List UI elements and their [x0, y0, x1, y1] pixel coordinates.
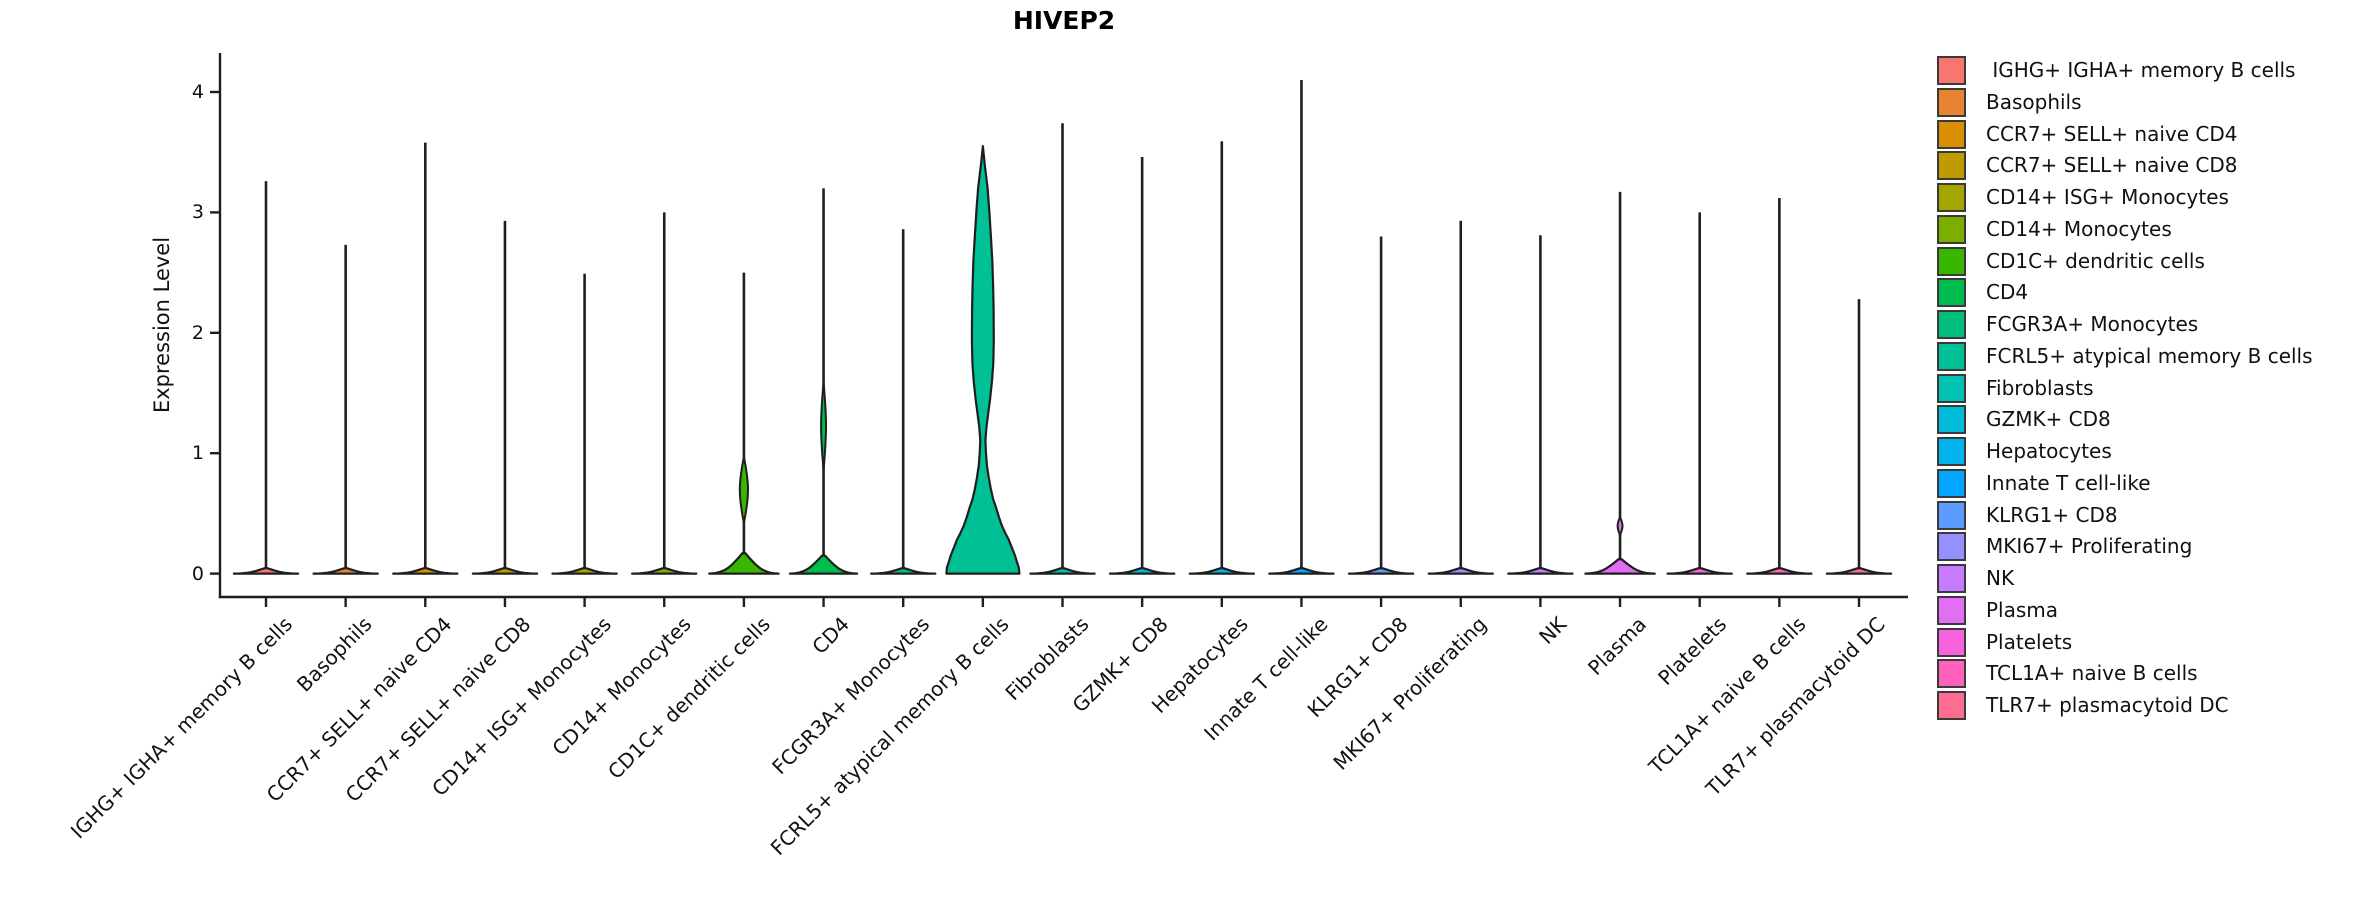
legend-swatch	[1937, 532, 1966, 562]
axes	[210, 53, 1908, 599]
legend-label: GZMK+ CD8	[1986, 407, 2111, 432]
violin-ccr7-sell-naive-cd8	[471, 220, 539, 607]
legend-swatch	[1937, 310, 1966, 339]
y-tick-label: 2	[191, 321, 204, 344]
legend-swatch	[1937, 691, 1966, 720]
legend-label: CCR7+ SELL+ naive CD4	[1986, 121, 2238, 146]
violin-density-bump	[1616, 514, 1624, 538]
violin-tcl1a-naive-b-cells	[1746, 197, 1813, 607]
violin-base	[631, 567, 698, 575]
legend-swatch	[1937, 437, 1966, 466]
violin-cd14-monocytes	[631, 212, 698, 607]
violin-base	[392, 567, 459, 575]
violin-base	[869, 567, 937, 575]
violin-base	[1746, 567, 1813, 575]
violin-cd14-isg-monocytes	[551, 273, 618, 607]
legend-swatch	[1937, 341, 1966, 371]
legend-label: IGHG+ IGHA+ memory B cells	[1986, 58, 2296, 82]
plot-title: HIVEP2	[1012, 6, 1116, 35]
violin-base	[788, 554, 859, 575]
legend-swatch	[1937, 151, 1966, 181]
violin-nk	[1507, 235, 1574, 607]
violin-mki67-proliferating	[1427, 220, 1494, 607]
y-tick-label: 0	[191, 562, 204, 585]
violin-cd4	[788, 188, 859, 607]
legend-swatch	[1937, 214, 1966, 244]
violin-density-bump	[738, 456, 749, 524]
violin-base	[1108, 567, 1176, 575]
legend-swatch	[1937, 183, 1966, 212]
legend-label: MKI67+ Proliferating	[1986, 534, 2193, 559]
legend-swatch	[1937, 659, 1966, 689]
legend-swatch	[1937, 595, 1966, 625]
legend-label: CD14+ Monocytes	[1986, 216, 2172, 241]
legend-swatch	[1937, 564, 1966, 593]
legend-label: KLRG1+ CD8	[1986, 502, 2118, 527]
violin-base	[232, 567, 300, 575]
violin-platelets	[1666, 212, 1733, 607]
legend-label: Plasma	[1986, 597, 2059, 622]
violin-ccr7-sell-naive-cd4	[392, 142, 459, 607]
y-tick-label: 1	[191, 442, 204, 465]
violin-base	[471, 567, 539, 575]
violin-base	[1584, 558, 1656, 575]
violin-base	[1507, 567, 1574, 575]
violin-klrg1-cd8	[1347, 236, 1415, 607]
violin-base	[1268, 567, 1335, 575]
violin-base	[1427, 567, 1494, 575]
violin-base	[1347, 567, 1415, 575]
legend-swatch	[1937, 500, 1966, 530]
legend-label: CD4	[1986, 280, 2029, 305]
legend-swatch	[1937, 56, 1966, 85]
violin-ighg-igha-memory-b-cells	[232, 181, 300, 607]
legend-label: NK	[1986, 566, 2015, 590]
violin-base	[551, 567, 618, 575]
legend-swatch	[1937, 405, 1966, 435]
legend-swatch	[1937, 119, 1966, 149]
legend-label: Platelets	[1986, 629, 2073, 654]
violin-gzmk-cd8	[1108, 157, 1176, 607]
legend-swatch	[1937, 373, 1966, 403]
violin-plasma	[1584, 191, 1656, 607]
legend-label: FCRL5+ atypical memory B cells	[1986, 343, 2313, 368]
y-tick-label: 4	[191, 81, 204, 103]
legend-label: FCGR3A+ Monocytes	[1986, 312, 2199, 336]
legend-swatch	[1937, 246, 1966, 276]
violin-base	[1188, 567, 1256, 575]
legend-label: Basophils	[1986, 89, 2082, 114]
legend-label: Fibroblasts	[1986, 375, 2094, 400]
violin-innate-t-cell-like	[1268, 79, 1335, 607]
legend-label: CD14+ ISG+ Monocytes	[1986, 185, 2229, 209]
legend-label: TLR7+ plasmacytoid DC	[1986, 693, 2229, 717]
violin-fcgr3a-monocytes	[869, 229, 937, 607]
violin-fcrl5-atypical-memory-b-cells	[945, 145, 1021, 607]
legend-label: CCR7+ SELL+ naive CD8	[1986, 153, 2238, 178]
violin-base	[1666, 567, 1733, 575]
legend-label: TCL1A+ naive B cells	[1986, 661, 2198, 686]
violin-density-bump	[820, 382, 828, 471]
violin-body	[945, 145, 1021, 575]
violin-tlr7-plasmacytoid-dc	[1825, 299, 1893, 607]
legend-swatch	[1937, 87, 1966, 117]
violin-base	[1029, 567, 1096, 575]
violin-base	[708, 552, 780, 575]
violin-basophils	[312, 244, 379, 607]
legend-swatch	[1937, 627, 1966, 657]
y-tick-label: 3	[191, 201, 204, 224]
violin-hepatocytes	[1188, 141, 1256, 607]
legend-label: CD1C+ dendritic cells	[1986, 248, 2205, 273]
legend-swatch	[1937, 468, 1966, 498]
legend-label: Hepatocytes	[1986, 439, 2112, 463]
violin-base	[1825, 567, 1893, 575]
legend-label: Innate T cell-like	[1986, 470, 2151, 495]
violin-base	[312, 567, 379, 575]
legend-swatch	[1937, 278, 1966, 308]
violin-cd1c-dendritic-cells	[708, 272, 780, 607]
violin-fibroblasts	[1029, 123, 1096, 607]
